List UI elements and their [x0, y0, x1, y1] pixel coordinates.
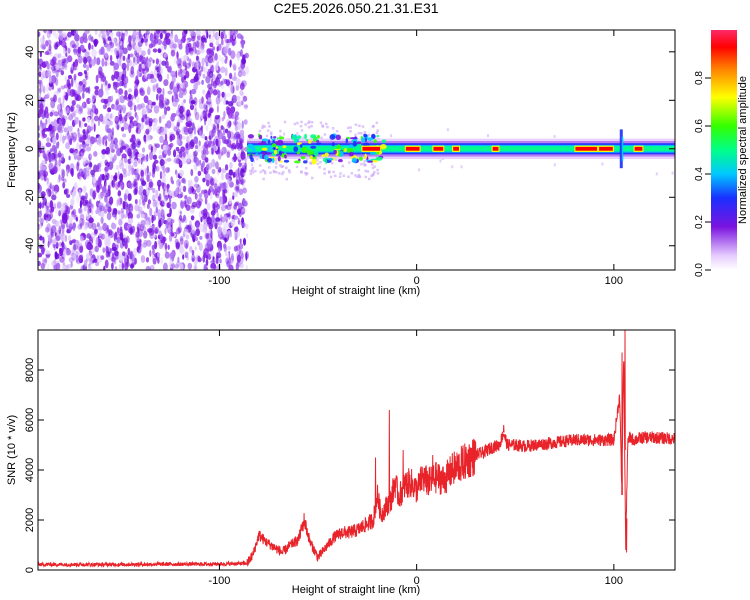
- snr-xlabel: Height of straight line (km): [292, 584, 420, 596]
- spectrogram-xlabel: Height of straight line (km): [292, 285, 420, 297]
- signal-band: [247, 129, 675, 169]
- colorbar-tick-label: 0.2: [694, 215, 705, 229]
- snr-ytick-label: 4000: [24, 458, 36, 482]
- spectrogram-frame: [37, 29, 676, 271]
- spectrogram-xtick-label: 0: [414, 275, 420, 287]
- spectrogram-xtick-label: 100: [605, 275, 623, 287]
- colorbar-tick-label: 0.4: [694, 167, 705, 181]
- spectrogram-xtick-label: -100: [208, 275, 230, 287]
- snr-ylabel: SNR (10 * v/v): [6, 415, 18, 485]
- snr-ytick-label: 8000: [24, 358, 36, 382]
- colorbar-tick-label: 0.8: [694, 71, 705, 85]
- colorbar-tick-label: 0.0: [694, 263, 705, 277]
- noise-region: [38, 30, 250, 270]
- snr-ytick-label: 0: [24, 567, 36, 573]
- spectrogram-panel: -100 0 100 -40 -20 0 20 40 Height of straight l…: [6, 29, 676, 297]
- snr-xtick-label: 0: [414, 575, 420, 587]
- spectrogram-ytick-label: 40: [24, 46, 36, 58]
- snr-ytick-label: 6000: [24, 408, 36, 432]
- snr-series-line: [38, 330, 675, 568]
- spectrogram-ylabel: Frequency (Hz): [6, 112, 18, 188]
- colorbar-gradient: [711, 30, 737, 270]
- spectrogram-ytick-label: -20: [24, 189, 36, 205]
- colorbar-label: Normalized spectral amplitude: [737, 76, 749, 224]
- spectrogram-ytick-label: 0: [24, 146, 36, 152]
- spectrogram-ytick-label: 20: [24, 94, 36, 106]
- snr-xtick-label: 100: [605, 575, 623, 587]
- spectrogram-ytick-label: -40: [24, 238, 36, 254]
- snr-ytick-label: 2000: [24, 508, 36, 532]
- colorbar-tick-label: 0.6: [694, 119, 705, 133]
- snr-frame: [37, 329, 676, 571]
- colorbar: 0.0 0.2 0.4 0.6 0.8 Normalized spectral ampl…: [694, 30, 749, 277]
- figure-title: C2E5.2026.050.21.31.E31: [273, 0, 438, 16]
- snr-xtick-label: -100: [208, 575, 230, 587]
